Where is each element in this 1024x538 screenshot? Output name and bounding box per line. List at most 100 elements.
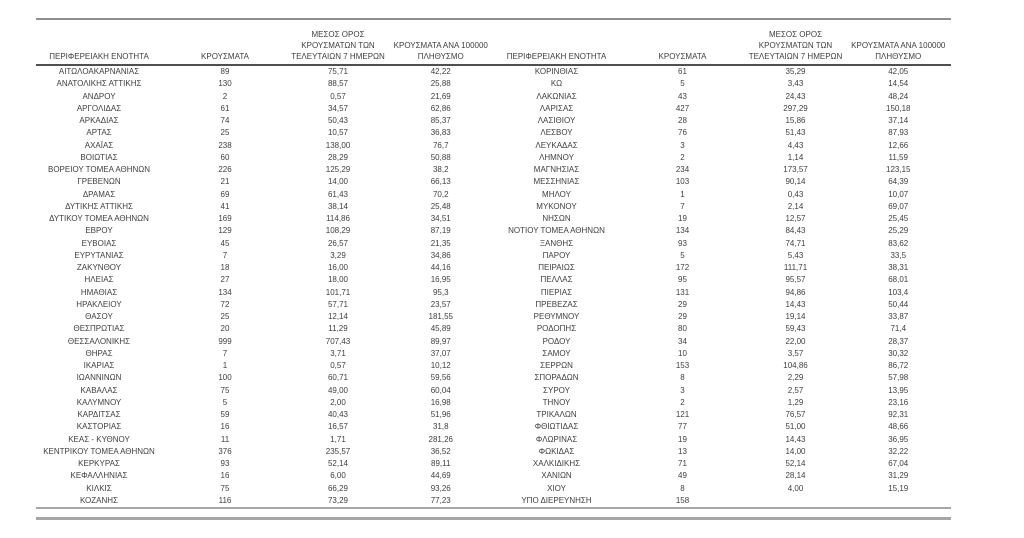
table-row: ΓΡΕΒΕΝΩΝ 21 14,00 66,13 bbox=[36, 176, 494, 188]
cases-value: 7 bbox=[222, 348, 228, 358]
per100k-value: 37,07 bbox=[430, 348, 451, 358]
per100k-value: 68,01 bbox=[888, 275, 909, 285]
avg7-value: 88,57 bbox=[327, 79, 349, 89]
column-header-region: ΠΕΡΙΦΕΡΕΙΑΚΗ ΕΝΟΤΗΤΑ bbox=[49, 52, 149, 61]
region-name: ΧΙΟΥ bbox=[547, 483, 566, 493]
per100k-value: 66,13 bbox=[430, 177, 451, 187]
per100k-value: 64,39 bbox=[888, 177, 909, 187]
cases-value: 999 bbox=[218, 336, 232, 346]
region-name: ΛΑΚΩΝΙΑΣ bbox=[536, 91, 577, 101]
region-name: ΚΕΝΤΡΙΚΟΥ ΤΟΜΕΑ ΑΘΗΝΩΝ bbox=[43, 446, 155, 456]
region-name: ΚΑΒΑΛΑΣ bbox=[80, 385, 118, 395]
column-header-per100k: ΚΡΟΥΣΜΑΤΑ ΑΝΑ 100000 ΠΛΗΘΥΣΜΟ bbox=[393, 41, 488, 61]
per100k-value: 16,95 bbox=[430, 275, 451, 285]
region-name: ΥΠΟ ΔΙΕΡΕΥΝΗΣΗ bbox=[521, 495, 592, 505]
avg7-value: 51,00 bbox=[785, 422, 806, 432]
per100k-value: 21,35 bbox=[430, 238, 451, 248]
avg7-value: 61,43 bbox=[327, 189, 349, 199]
cases-value: 21 bbox=[220, 177, 230, 187]
region-name: ΝΗΣΩΝ bbox=[542, 214, 571, 223]
per100k-value: 95,3 bbox=[432, 287, 449, 297]
table-row: ΝΗΣΩΝ 19 12,57 25,45 bbox=[494, 213, 952, 225]
table-header-band: ΠΕΡΙΦΕΡΕΙΑΚΗ ΕΝΟΤΗΤΑ ΚΡΟΥΣΜΑΤΑ ΜΕΣΟΣ ΟΡΟ… bbox=[36, 20, 951, 63]
avg7-value: 125,29 bbox=[325, 165, 351, 174]
top-rule bbox=[36, 18, 951, 20]
avg7-value: 76,57 bbox=[785, 410, 806, 419]
avg7-value: 73,29 bbox=[327, 495, 349, 505]
per100k-value: 77,23 bbox=[430, 495, 451, 505]
avg7-value: 28,14 bbox=[785, 471, 806, 481]
column-header-avg7: ΜΕΣΟΣ ΟΡΟΣ ΚΡΟΥΣΜΑΤΩΝ ΤΩΝ ΤΕΛΕΥΤΑΙΩΝ 7 Η… bbox=[748, 30, 843, 61]
cases-value: 129 bbox=[218, 226, 232, 236]
avg7-value: 12,14 bbox=[327, 312, 349, 321]
avg7-value: 2,57 bbox=[787, 385, 804, 395]
per100k-value: 92,31 bbox=[888, 410, 909, 419]
region-name: ΘΕΣΣΑΛΟΝΙΚΗΣ bbox=[67, 336, 131, 346]
region-name: ΔΡΑΜΑΣ bbox=[82, 189, 116, 199]
table-row: ΜΥΚΟΝΟΥ 7 2,14 69,07 bbox=[494, 201, 952, 213]
per100k-value: 60,04 bbox=[430, 385, 451, 395]
avg7-value: 19,14 bbox=[785, 312, 806, 321]
avg7-value: 26,57 bbox=[327, 238, 349, 248]
avg7-value: 94,86 bbox=[785, 287, 806, 297]
cases-value: 75 bbox=[220, 483, 230, 493]
per100k-value: 23,57 bbox=[430, 299, 451, 309]
cases-value: 100 bbox=[218, 373, 232, 383]
avg7-value: 1,71 bbox=[330, 434, 346, 444]
per100k-value: 76,7 bbox=[432, 140, 449, 150]
table-row: ΒΟΙΩΤΙΑΣ 60 28,29 50,88 bbox=[36, 152, 494, 164]
avg7-value: 104,86 bbox=[783, 361, 808, 370]
region-name: ΜΕΣΣΗΝΙΑΣ bbox=[533, 177, 580, 187]
avg7-value: 3,57 bbox=[787, 348, 804, 358]
region-name: ΚΕΑΣ - ΚΥΘΝΟΥ bbox=[68, 434, 130, 444]
avg7-value: 3,43 bbox=[787, 79, 804, 89]
cases-value: 19 bbox=[678, 214, 687, 223]
table-body-band: ΑΙΤΩΛΟΑΚΑΡΝΑΝΙΑΣ 89 75,71 42,22 ΑΝΑΤΟΛΙΚΗΣ Α… bbox=[36, 66, 951, 507]
per100k-value: 62,86 bbox=[430, 103, 451, 113]
avg7-value: 14,00 bbox=[785, 446, 806, 456]
region-name: ΦΛΩΡΙΝΑΣ bbox=[535, 434, 578, 444]
table-row: ΑΡΓΟΛΙΔΑΣ 61 34,57 62,86 bbox=[36, 103, 494, 115]
region-name: ΣΑΜΟΥ bbox=[542, 348, 571, 358]
avg7-value: 60,71 bbox=[327, 373, 349, 383]
cases-value: 3 bbox=[680, 140, 685, 150]
per100k-value: 15,19 bbox=[888, 483, 909, 493]
region-name: ΑΡΤΑΣ bbox=[86, 128, 112, 138]
region-name: ΛΕΣΒΟΥ bbox=[540, 128, 573, 138]
region-name: ΑΡΚΑΔΙΑΣ bbox=[79, 116, 119, 125]
avg7-value: 38,14 bbox=[327, 201, 349, 211]
region-name: ΠΕΙΡΑΙΩΣ bbox=[538, 263, 575, 272]
avg7-value: 75,71 bbox=[327, 67, 349, 76]
table-row: ΖΑΚΥΝΘΟΥ 18 16,00 44,16 bbox=[36, 262, 494, 274]
table-row: ΡΟΔΟΥ 34 22,00 28,37 bbox=[494, 336, 952, 348]
avg7-value: 50,43 bbox=[327, 116, 349, 125]
cases-value: 131 bbox=[675, 287, 690, 297]
region-name: ΛΑΣΙΘΙΟΥ bbox=[537, 116, 576, 125]
avg7-value: 14,43 bbox=[785, 434, 806, 444]
cases-value: 7 bbox=[222, 250, 228, 260]
table-row: ΧΑΝΙΩΝ 49 28,14 31,29 bbox=[494, 470, 952, 482]
region-name: ΚΙΛΚΙΣ bbox=[86, 483, 112, 493]
avg7-value: 40,43 bbox=[327, 410, 349, 419]
region-name: ΤΗΝΟΥ bbox=[542, 397, 571, 407]
cases-value: 376 bbox=[218, 446, 232, 456]
cases-value: 19 bbox=[678, 434, 687, 444]
table-row: ΛΑΡΙΣΑΣ 427 297,29 150,18 bbox=[494, 103, 952, 115]
avg7-value: 84,43 bbox=[785, 226, 806, 236]
per100k-value: 25,29 bbox=[888, 226, 909, 236]
table-right-body: ΚΟΡΙΝΘΙΑΣ 61 35,29 42,05 ΚΩ 5 3,43 14,54 ΛΑΚΩΝΙΑ… bbox=[494, 66, 952, 507]
avg7-value: 114,86 bbox=[326, 214, 350, 223]
avg7-value: 74,71 bbox=[785, 238, 806, 248]
per100k-value: 11,59 bbox=[888, 152, 908, 162]
cases-value: 20 bbox=[220, 324, 230, 334]
region-name: ΚΕΦΑΛΛΗΝΙΑΣ bbox=[70, 471, 128, 481]
cases-value: 27 bbox=[220, 275, 230, 285]
cases-value: 226 bbox=[218, 165, 232, 174]
table-row: ΦΩΚΙΔΑΣ 13 14,00 32,22 bbox=[494, 446, 952, 458]
column-header-region: ΠΕΡΙΦΕΡΕΙΑΚΗ ΕΝΟΤΗΤΑ bbox=[506, 52, 607, 61]
cases-value: 59 bbox=[220, 410, 230, 419]
avg7-value: 4,43 bbox=[787, 140, 804, 150]
region-name: ΑΙΤΩΛΟΑΚΑΡΝΑΝΙΑΣ bbox=[58, 67, 140, 76]
cases-value: 93 bbox=[678, 238, 687, 248]
cases-value: 25 bbox=[220, 128, 230, 138]
